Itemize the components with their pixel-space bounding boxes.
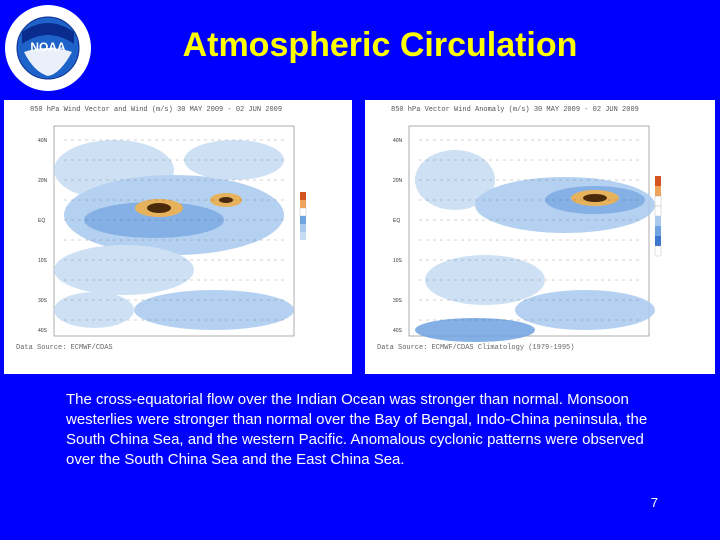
svg-text:30S: 30S xyxy=(393,298,403,304)
svg-text:10S: 10S xyxy=(393,258,403,264)
svg-text:40N: 40N xyxy=(393,138,403,144)
wind-map-panel-left: 850 hPa Wind Vector and Wind (m/s) 30 MA… xyxy=(4,100,352,374)
page-number: 7 xyxy=(650,495,658,510)
right-map-source: Data Source: ECMWF/CDAS Climatology (197… xyxy=(377,344,575,352)
left-color-legend xyxy=(299,192,307,240)
svg-text:30S: 30S xyxy=(38,298,48,304)
left-map-header: 850 hPa Wind Vector and Wind (m/s) 30 MA… xyxy=(30,106,283,114)
noaa-logo: NOAA xyxy=(5,5,91,91)
left-map-source: Data Source: ECMWF/CDAS xyxy=(16,344,113,352)
svg-text:EQ: EQ xyxy=(38,218,45,224)
left-wind-map: 40N 20N EQ 10S 30S 40S xyxy=(38,125,307,337)
svg-text:20N: 20N xyxy=(38,178,48,184)
svg-text:40N: 40N xyxy=(38,138,48,144)
svg-text:40S: 40S xyxy=(38,328,48,334)
svg-text:40S: 40S xyxy=(393,328,403,334)
page-title: Atmospheric Circulation xyxy=(182,26,578,64)
right-color-legend xyxy=(654,176,662,257)
wind-map-panel-right: 850 hPa Vector Wind Anomaly (m/s) 30 MAY… xyxy=(365,100,715,374)
right-wind-map: 40N 20N EQ 10S 30S 40S xyxy=(393,125,662,342)
description-text: The cross-equatorial flow over the India… xyxy=(66,391,648,468)
noaa-logo-text: NOAA xyxy=(30,40,66,54)
svg-text:EQ: EQ xyxy=(393,218,400,224)
svg-text:10S: 10S xyxy=(38,258,48,264)
right-map-header: 850 hPa Vector Wind Anomaly (m/s) 30 MAY… xyxy=(391,106,639,114)
svg-text:20N: 20N xyxy=(393,178,403,184)
